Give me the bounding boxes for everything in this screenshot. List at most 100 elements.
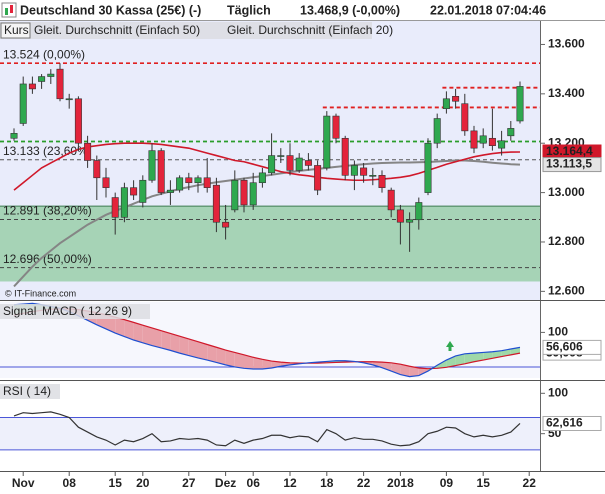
fib-label: 12.696 (50,00%) <box>3 252 92 266</box>
macd-fill <box>400 364 410 377</box>
value-label: 13.113,5 <box>546 157 592 171</box>
macd-fill <box>216 347 226 365</box>
x-tick-label: 08 <box>63 476 77 490</box>
candle-body <box>111 197 119 218</box>
macd-fill <box>455 353 465 366</box>
macd-fill <box>253 357 263 370</box>
macd-fill <box>244 354 254 370</box>
candle-body <box>498 140 506 149</box>
x-tick-label: 22 <box>523 476 537 490</box>
macd-fill <box>437 360 447 369</box>
candle-body <box>332 115 340 139</box>
candle-body <box>295 157 303 171</box>
macd-fill <box>179 336 189 356</box>
legend-strip <box>0 384 60 399</box>
macd-fill <box>115 317 125 337</box>
logo-frame <box>1 2 17 18</box>
macd-fill <box>142 325 152 346</box>
candle-body <box>396 209 404 223</box>
y-tick-label: 100 <box>548 325 568 339</box>
x-tick-label: 18 <box>320 476 334 490</box>
fib-label: 13.133 (23,60%) <box>3 144 92 158</box>
candle-body <box>148 150 156 181</box>
macd-fill <box>188 338 198 358</box>
candle-body <box>10 133 18 139</box>
quote: 13.468,9 (-0,00%) <box>300 3 400 17</box>
x-tick-label: Nov <box>12 476 35 490</box>
candle-body <box>157 150 165 193</box>
macd-fill <box>124 319 134 340</box>
candle-body <box>203 177 211 188</box>
macd-fill <box>234 352 244 369</box>
timestamp: 22.01.2018 07:04:46 <box>430 3 546 17</box>
candle-body <box>442 98 450 109</box>
source: © IT-Finance.com <box>5 288 76 298</box>
x-tick-label: 09 <box>440 476 454 490</box>
macd-fill <box>198 341 208 361</box>
macd-fill <box>418 367 428 376</box>
legend-strip <box>0 22 372 39</box>
candle-body <box>369 175 377 177</box>
candle-body <box>56 68 64 100</box>
candle-body <box>304 160 312 166</box>
legend-box <box>0 22 31 39</box>
series-line <box>13 302 521 378</box>
macd-fill <box>207 344 217 363</box>
macd-fill <box>409 366 419 377</box>
logo-bar <box>10 5 13 13</box>
candle-body <box>28 83 36 90</box>
candle-body <box>84 142 92 161</box>
plot-layer: 12.60012.80013.00013.20013.40013.60013.5… <box>0 37 602 490</box>
macd-fill <box>382 362 392 372</box>
candle-body <box>74 98 82 144</box>
legend-macd: MACD ( 12 26 9) <box>42 304 132 318</box>
fib-label: 13.524 (0,00%) <box>3 47 85 61</box>
candle-body <box>387 189 395 211</box>
candle-body <box>65 98 73 101</box>
x-tick-label: 15 <box>477 476 491 490</box>
candle-body <box>424 142 432 193</box>
candle-body <box>249 182 257 206</box>
fib-label: 12.891 (38,20%) <box>3 204 92 218</box>
candle-body <box>479 135 487 144</box>
candle-body <box>286 155 294 171</box>
candle-body <box>507 128 515 137</box>
candle-body <box>415 202 423 221</box>
candle-body <box>240 179 248 206</box>
legend-strip <box>0 304 150 319</box>
value-label: 62,616 <box>546 416 583 430</box>
x-tick-label: 20 <box>136 476 150 490</box>
legend-ma50: Gleit. Durchschnitt (Einfach 50) <box>34 23 200 37</box>
macd-fill <box>372 361 382 368</box>
series-line <box>13 159 521 288</box>
candle-body <box>488 137 496 146</box>
candle-body <box>231 179 239 211</box>
candle-body <box>212 184 220 223</box>
legend-signal: Signal <box>3 304 36 318</box>
candle-body <box>139 179 147 203</box>
y-tick-label: 13.000 <box>548 185 585 199</box>
macd-fill <box>161 330 171 351</box>
candle-body <box>516 86 524 122</box>
candle-body <box>176 177 184 191</box>
legend-rsi: RSI ( 14) <box>3 384 51 398</box>
macd-fill <box>464 353 474 364</box>
logo-bar <box>5 8 8 15</box>
macd-fill <box>262 359 272 370</box>
macd-fill <box>483 351 493 361</box>
candle-body <box>194 177 202 184</box>
series-line <box>13 142 521 191</box>
y-tick-label: 13.400 <box>548 86 585 100</box>
x-tick-label: Dez <box>215 476 236 490</box>
macd-fill <box>170 333 180 354</box>
macd-fill <box>133 322 143 343</box>
x-tick-label: 27 <box>182 476 196 490</box>
logo <box>1 2 17 18</box>
candle-body <box>461 103 469 132</box>
candle-body <box>360 167 368 176</box>
value-box <box>542 157 602 173</box>
macd-fill <box>106 314 116 334</box>
legend-candles: Kurs <box>4 23 29 37</box>
candle-body <box>452 96 460 102</box>
